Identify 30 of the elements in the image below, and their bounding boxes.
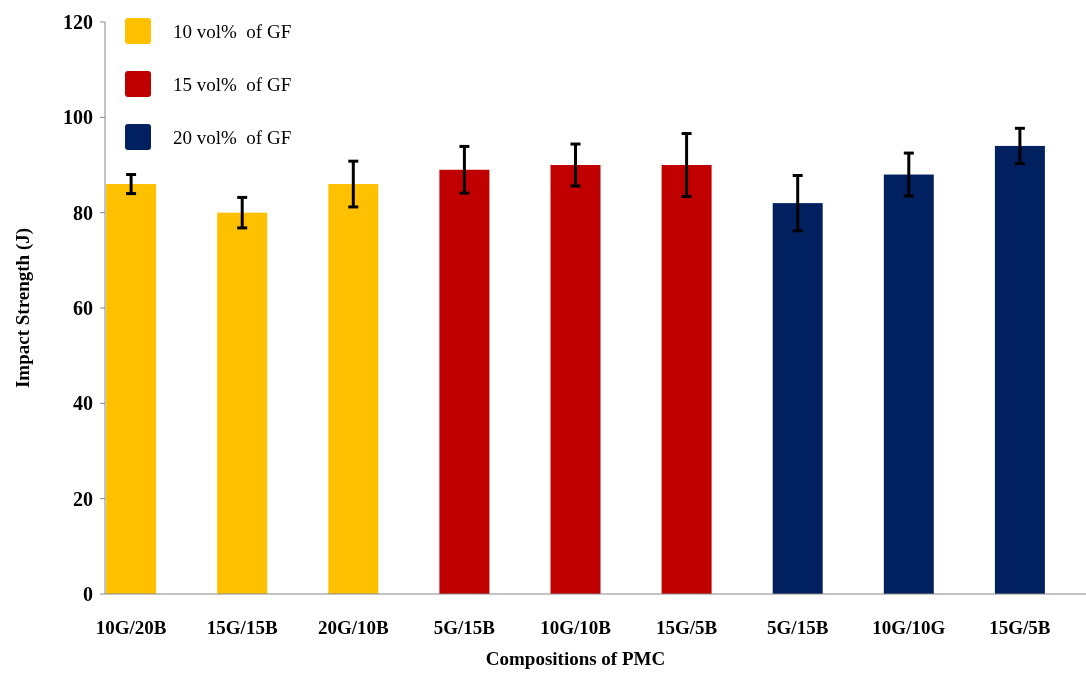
x-tick-label: 20G/10B (317, 617, 389, 638)
x-tick-label: 5G/15B (433, 617, 496, 638)
x-tick-label: 10G/10B (540, 617, 612, 638)
x-tick-label: 5G/15B (767, 617, 829, 638)
y-tick-label: 20 (73, 487, 93, 510)
x-tick-label: 15G/15B (206, 617, 278, 638)
bar (328, 184, 379, 594)
x-tick-label: 15G/5B (655, 617, 718, 638)
x-axis-title: Compositions of PMC (485, 648, 666, 669)
legend-label: 20 vol% of GF (173, 126, 292, 148)
y-axis-title: Impact Strength (J) (12, 227, 34, 389)
bar (550, 165, 601, 594)
x-tick-label: 10G/20B (95, 617, 167, 638)
y-tick-label: 100 (63, 106, 93, 129)
legend-label: 10 vol% of GF (173, 20, 292, 42)
x-tick-label: 15G/5B (989, 617, 1051, 638)
legend-label: 15 vol% of GF (173, 73, 292, 95)
y-tick-label: 80 (73, 201, 93, 224)
y-tick-label: 60 (73, 297, 93, 319)
bar (661, 165, 712, 594)
bar (106, 184, 157, 594)
y-tick-label: 120 (63, 11, 93, 33)
bar (772, 203, 823, 594)
bar (883, 174, 934, 594)
x-tick-label: 10G/10G (872, 617, 946, 638)
y-tick-label: 40 (73, 392, 93, 415)
bar (217, 212, 268, 594)
bar (439, 169, 490, 594)
bar (994, 145, 1045, 594)
y-tick-label: 0 (83, 583, 93, 605)
